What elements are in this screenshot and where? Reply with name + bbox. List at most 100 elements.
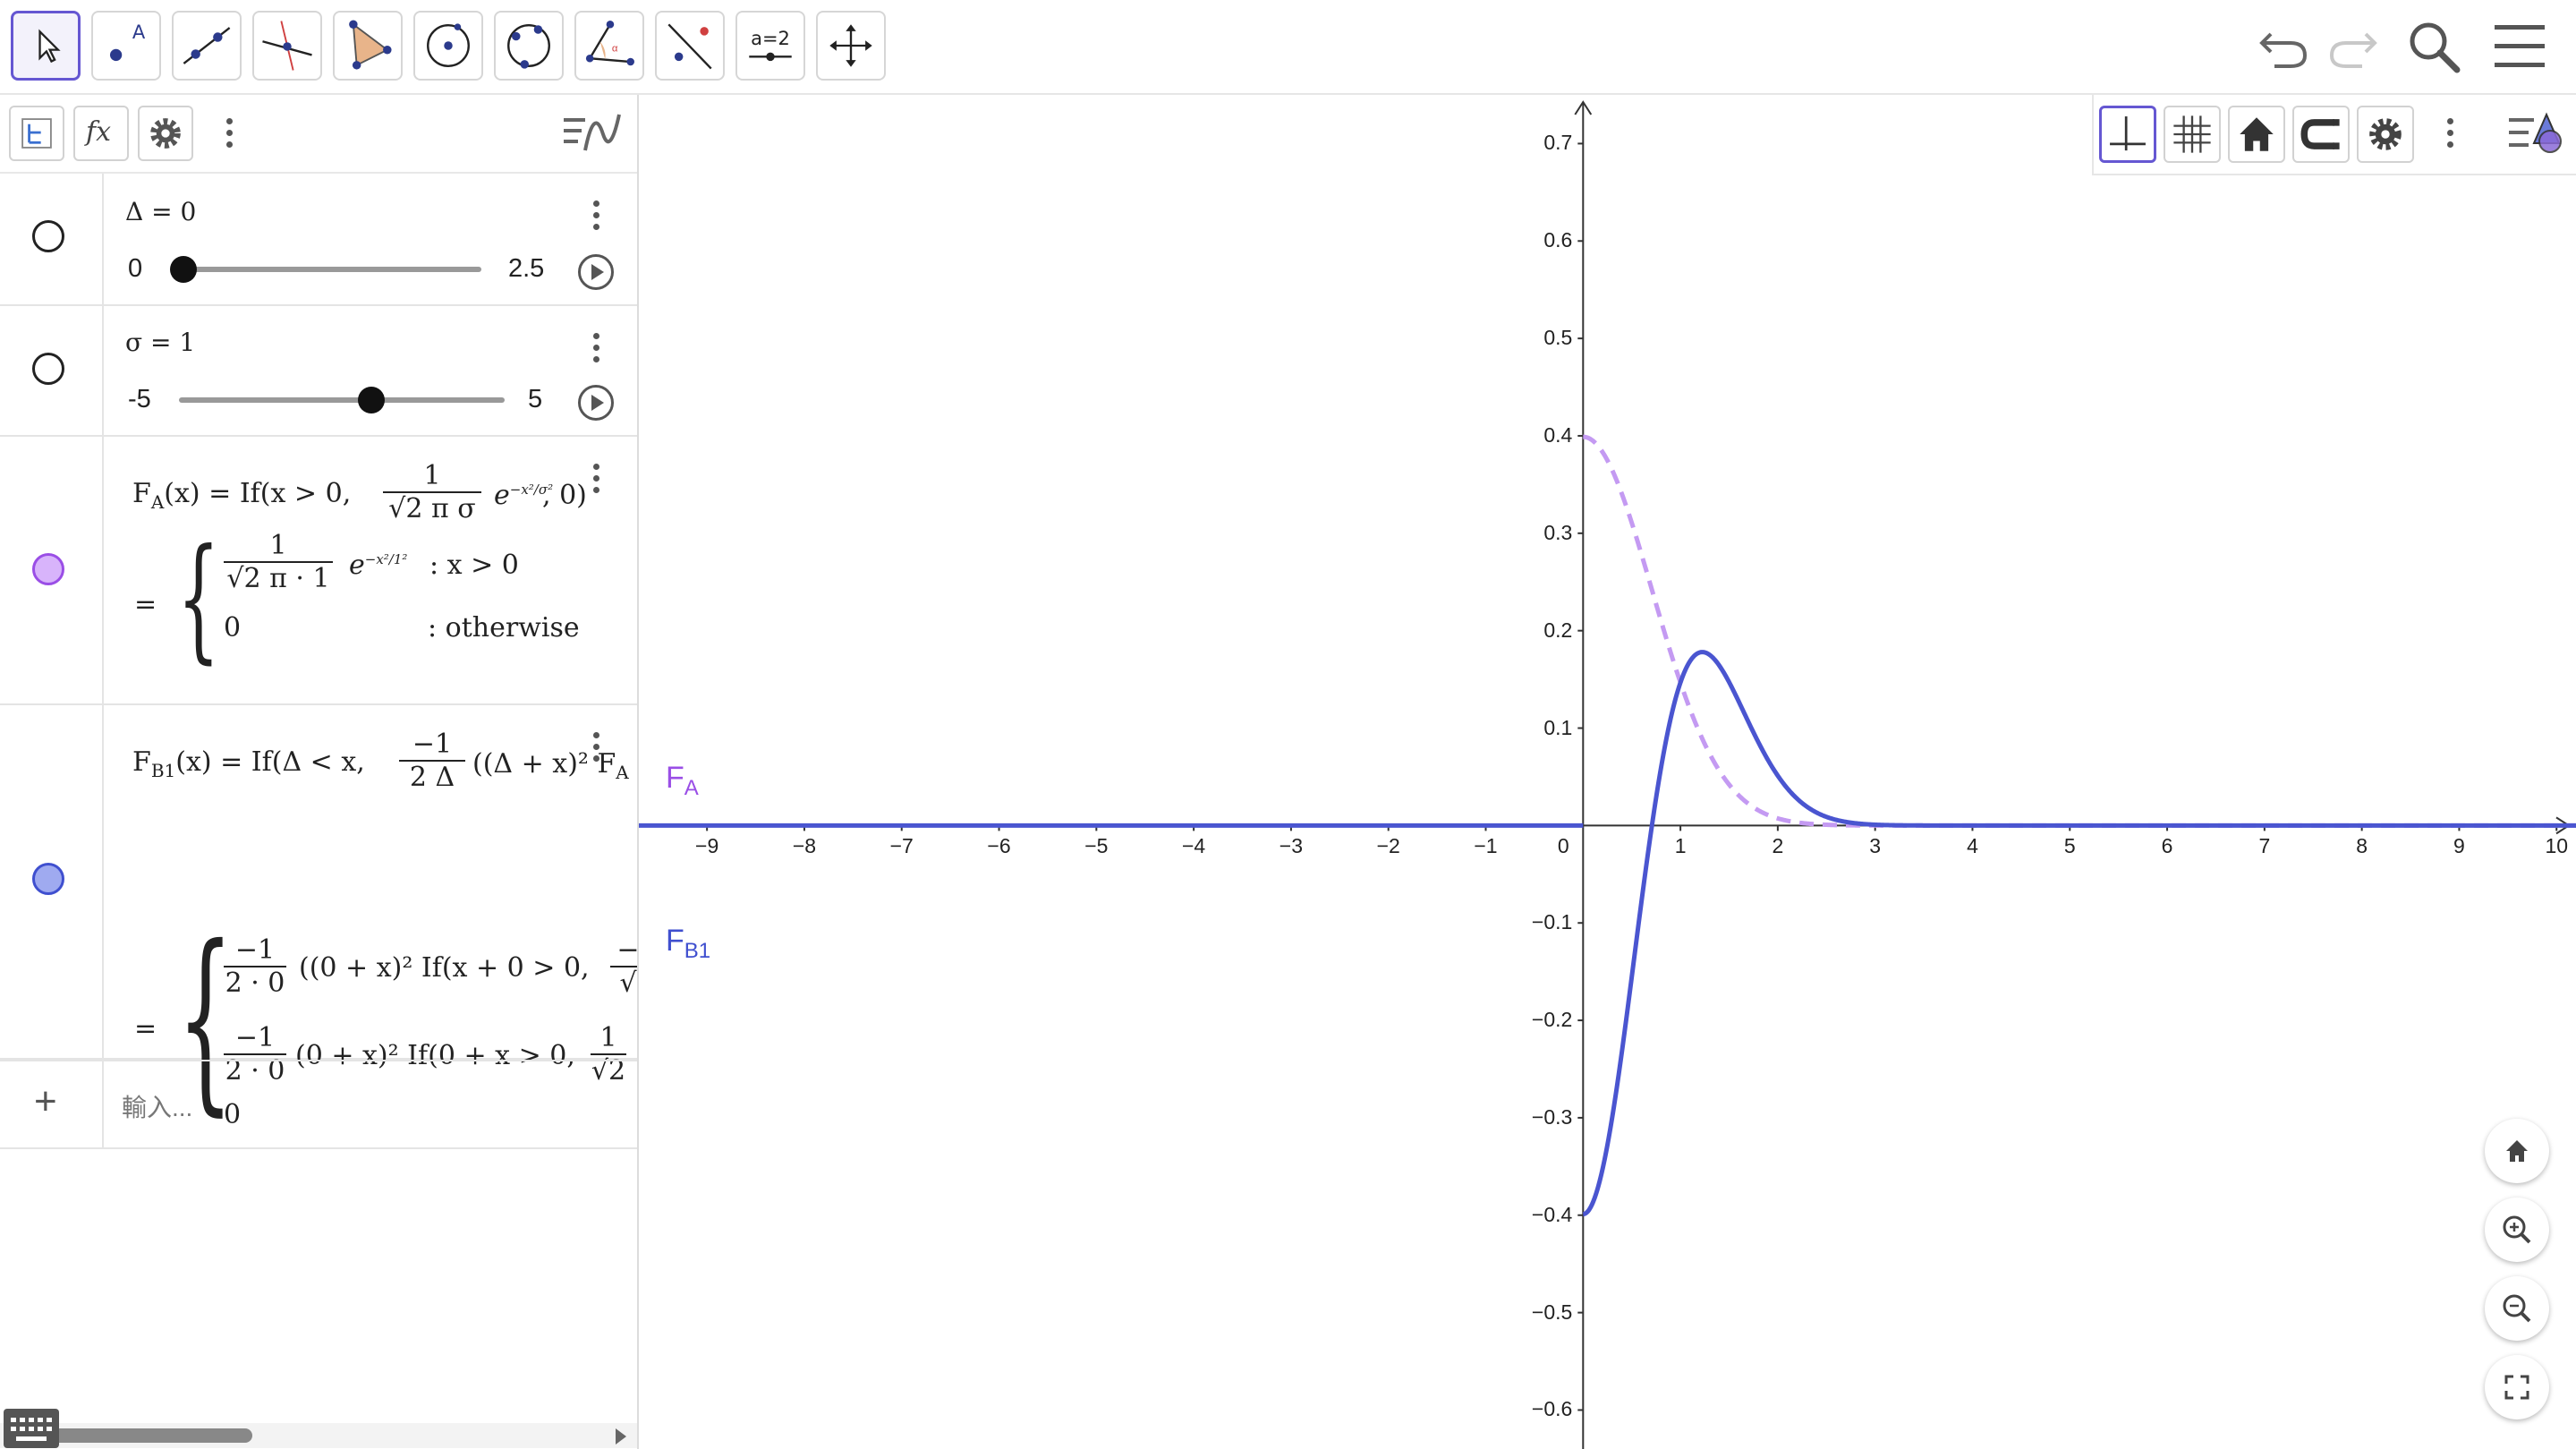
slider-max: 5 xyxy=(528,385,543,413)
zoom-out-icon xyxy=(2503,1294,2531,1323)
visibility-toggle[interactable] xyxy=(32,553,64,585)
main-toolbar: A α xyxy=(0,0,2576,95)
y-tick-label: −0.2 xyxy=(1531,1008,1573,1032)
sigma-label: σ = 1 xyxy=(125,328,196,357)
algebra-item-sigma: σ = 1 -5 5 xyxy=(0,306,637,437)
visibility-toggle[interactable] xyxy=(32,353,64,385)
point-tool-button[interactable]: A xyxy=(91,11,161,81)
fb1-fraction: −1 2 Δ xyxy=(399,729,465,793)
undo-icon[interactable] xyxy=(2255,21,2314,72)
fa-case1-condition: : x > 0 xyxy=(429,550,519,581)
x-tick-label: −4 xyxy=(1182,834,1206,858)
x-tick-label: 3 xyxy=(1869,834,1882,858)
fb1-curve xyxy=(1583,650,2576,1217)
slider-tool-button[interactable]: a=2 xyxy=(735,11,805,81)
fa-brace: { xyxy=(177,521,220,677)
move-tool-button[interactable] xyxy=(11,11,81,81)
angle-tool-button[interactable]: α xyxy=(574,11,644,81)
circle-center-icon xyxy=(427,23,470,67)
visibility-toggle[interactable] xyxy=(32,863,64,895)
move-graphics-tool-button[interactable] xyxy=(816,11,886,81)
algebra-settings-button[interactable] xyxy=(138,106,193,161)
x-tick-label: −9 xyxy=(695,834,719,858)
keyboard-icon[interactable] xyxy=(4,1409,59,1448)
algebra-input-field[interactable]: 輸入... xyxy=(122,1094,193,1121)
perpendicular-tool-button[interactable] xyxy=(252,11,322,81)
more-vert-icon[interactable] xyxy=(225,118,234,153)
y-tick-label: 0.1 xyxy=(1543,715,1573,739)
fx-button[interactable]: fx xyxy=(73,106,129,161)
home-icon xyxy=(2240,117,2274,151)
slider-min: -5 xyxy=(128,385,151,413)
search-icon[interactable] xyxy=(2405,18,2464,77)
standard-view-button[interactable] xyxy=(2228,106,2285,163)
y-tick-label: 0.4 xyxy=(1543,422,1573,447)
y-tick-label: −0.5 xyxy=(1531,1300,1573,1324)
algebra-style-icon[interactable] xyxy=(562,111,621,156)
reflect-icon xyxy=(667,23,712,70)
y-tick-label: −0.6 xyxy=(1531,1397,1573,1421)
polygon-tool-button[interactable] xyxy=(333,11,403,81)
play-animation-icon[interactable] xyxy=(578,254,614,290)
tree-view-button[interactable] xyxy=(9,106,64,161)
home-view-button[interactable] xyxy=(2485,1119,2549,1183)
sigma-slider-knob[interactable] xyxy=(358,387,385,413)
line-tool-button[interactable] xyxy=(172,11,242,81)
slider-max: 2.5 xyxy=(508,254,545,283)
y-tick-label: 0.5 xyxy=(1543,326,1573,350)
item-menu-icon[interactable] xyxy=(592,333,601,368)
graphics-style-icon[interactable] xyxy=(2507,109,2566,159)
polygon-icon xyxy=(349,20,392,70)
more-vert-icon[interactable] xyxy=(2446,118,2455,153)
fb1-equals: = xyxy=(134,1013,157,1044)
algebra-item-delta: Δ = 0 0 2.5 xyxy=(0,174,637,306)
fa-case1-fraction: 1 √2 π · 1 xyxy=(224,530,333,594)
redo-icon[interactable] xyxy=(2323,21,2382,72)
axes-toggle-button[interactable] xyxy=(2099,106,2156,163)
slider-tool-label: a=2 xyxy=(751,28,790,49)
row-gutter: + xyxy=(0,1061,104,1147)
grid-toggle-button[interactable] xyxy=(2164,106,2221,163)
item-menu-icon[interactable] xyxy=(592,732,601,767)
point-capturing-button[interactable] xyxy=(2292,106,2350,163)
item-menu-icon[interactable] xyxy=(592,464,601,499)
angle-icon: α xyxy=(585,21,634,66)
point-icon xyxy=(109,48,123,62)
graphics-canvas[interactable] xyxy=(639,95,2576,1449)
fa-exponential: e−x²/σ² xyxy=(494,480,554,511)
circle-center-tool-button[interactable] xyxy=(413,11,483,81)
x-tick-label: −8 xyxy=(792,834,817,858)
x-tick-label: 4 xyxy=(1967,834,1978,858)
graphics-view[interactable]: 0.7 0.6 0.5 0.4 0.3 0.2 0.1 −0.1 −0.2 −0.3 −0.4 −0.… xyxy=(639,95,2576,1449)
x-tick-label: −7 xyxy=(889,834,914,858)
algebra-header: fx xyxy=(0,95,637,174)
magnet-icon xyxy=(2300,119,2340,149)
fx-icon: fx xyxy=(86,116,112,148)
play-animation-icon[interactable] xyxy=(578,385,614,421)
graphics-settings-button[interactable] xyxy=(2357,106,2414,163)
reflect-tool-button[interactable] xyxy=(655,11,725,81)
fb1-definition[interactable]: FB1(x) = If(Δ < x, xyxy=(132,746,365,781)
fa-curve-label[interactable]: FA xyxy=(666,761,699,800)
zoom-in-button[interactable] xyxy=(2485,1198,2549,1262)
add-item-icon[interactable]: + xyxy=(34,1079,57,1123)
item-menu-icon[interactable] xyxy=(592,200,601,235)
fa-case1-exponential: e−x²/1² xyxy=(349,550,408,581)
visibility-toggle[interactable] xyxy=(32,220,64,252)
settings-gear-icon xyxy=(150,118,181,149)
zoom-out-button[interactable] xyxy=(2485,1276,2549,1341)
delta-slider-track[interactable] xyxy=(183,267,481,272)
delta-slider-knob[interactable] xyxy=(170,256,197,283)
x-tick-label: −6 xyxy=(987,834,1011,858)
sigma-slider-track[interactable] xyxy=(179,397,505,403)
x-tick-label: −1 xyxy=(1474,834,1498,858)
scroll-right-icon[interactable] xyxy=(612,1427,630,1446)
fullscreen-button[interactable] xyxy=(2485,1355,2549,1419)
fa-definition[interactable]: FA(x) = If(x > 0, xyxy=(132,478,352,513)
hamburger-menu-icon[interactable] xyxy=(2493,23,2546,70)
x-tick-label: 1 xyxy=(1674,834,1687,858)
scrollbar-thumb[interactable] xyxy=(11,1428,252,1443)
arrow-pointer-icon xyxy=(38,29,61,64)
fb1-curve-label[interactable]: FB1 xyxy=(666,924,711,963)
circle-three-points-tool-button[interactable] xyxy=(494,11,564,81)
